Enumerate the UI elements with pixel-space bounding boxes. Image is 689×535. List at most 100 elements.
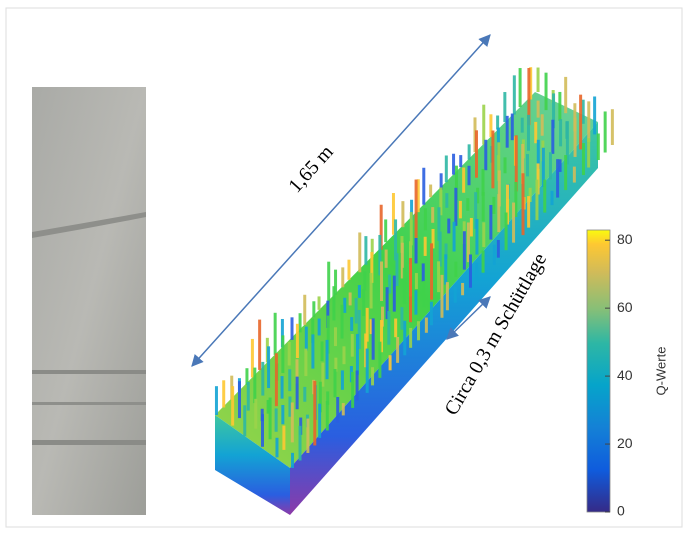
model-column: [541, 114, 544, 135]
model-column: [556, 159, 559, 197]
model-column: [475, 263, 478, 280]
model-column: [313, 381, 316, 446]
model-column: [440, 275, 443, 318]
model-column: [362, 289, 365, 316]
model-column: [468, 144, 471, 159]
model-column: [341, 370, 344, 389]
model-column: [384, 219, 387, 242]
model-column: [505, 212, 508, 250]
model-column: [318, 319, 321, 336]
model-column: [445, 155, 448, 182]
model-column: [424, 237, 427, 256]
model-column: [430, 302, 433, 326]
model-column: [296, 377, 299, 410]
model-column: [396, 337, 399, 363]
model-column: [466, 198, 469, 211]
model-column: [564, 77, 567, 113]
model-column: [527, 115, 530, 151]
model-column: [327, 262, 330, 303]
model-column: [587, 101, 590, 142]
model-column: [415, 180, 418, 238]
model-column: [342, 346, 345, 364]
model-column: [275, 438, 278, 458]
model-column: [469, 254, 472, 287]
model-column: [452, 154, 455, 175]
model-column: [387, 311, 390, 345]
model-column: [512, 203, 515, 243]
model-column: [281, 405, 284, 424]
model-column: [482, 192, 485, 221]
model-column: [463, 231, 466, 269]
core-photo: [32, 87, 146, 515]
model-column: [493, 245, 496, 266]
model-column: [243, 405, 246, 436]
model-column: [446, 282, 449, 310]
model-column: [247, 382, 250, 411]
colorbar-tick-label: 60: [617, 299, 633, 315]
model-column: [543, 180, 546, 213]
model-column: [336, 397, 339, 423]
model-column: [440, 173, 443, 189]
model-column: [380, 261, 383, 301]
model-column: [303, 387, 306, 402]
model-column: [403, 321, 406, 356]
model-column: [318, 404, 321, 438]
model-column: [604, 111, 607, 152]
model-column: [267, 346, 270, 388]
model-column: [356, 334, 359, 375]
model-column: [326, 401, 329, 430]
model-column: [258, 320, 261, 370]
model-column: [551, 120, 554, 154]
model-column: [303, 295, 306, 325]
model-column: [305, 327, 308, 351]
model-column: [521, 118, 524, 133]
model-column: [526, 154, 529, 176]
model-column: [454, 188, 457, 226]
model-column: [445, 193, 448, 208]
model-column: [401, 201, 404, 227]
model-column: [537, 68, 540, 92]
model-column: [484, 140, 487, 170]
model-column: [511, 114, 514, 141]
model-column: [288, 342, 291, 366]
model-column: [468, 166, 471, 185]
colorbar: [587, 230, 610, 512]
model-column: [274, 313, 277, 355]
model-column: [422, 263, 425, 281]
model-column: [522, 173, 525, 235]
model-column: [559, 119, 562, 146]
model-column: [414, 290, 417, 315]
model-column: [343, 298, 346, 313]
model-column: [475, 130, 478, 177]
model-column: [429, 185, 432, 198]
model-column: [355, 298, 358, 324]
model-column: [394, 319, 397, 338]
model-column: [231, 386, 234, 425]
model-column: [364, 236, 367, 265]
model-column: [506, 116, 509, 148]
model-column: [311, 334, 314, 368]
model-column: [222, 380, 225, 407]
model-column: [253, 368, 256, 403]
model-column: [573, 167, 576, 183]
model-column: [587, 138, 590, 167]
model-column: [497, 240, 500, 258]
model-column: [342, 403, 345, 415]
model-column: [410, 212, 413, 245]
model-column: [215, 386, 218, 415]
model-column: [593, 96, 596, 134]
model-column: [496, 116, 499, 130]
model-column: [281, 376, 284, 399]
model-column: [430, 243, 433, 299]
model-column: [424, 208, 427, 230]
model-column: [545, 73, 548, 110]
model-column: [415, 273, 418, 289]
model-column: [332, 286, 335, 320]
model-column: [363, 271, 366, 290]
model-column: [462, 168, 465, 193]
model-column: [378, 342, 381, 378]
model-column: [489, 205, 492, 240]
model-column: [459, 155, 462, 167]
model-column: [482, 169, 485, 196]
model-column: [254, 399, 257, 429]
